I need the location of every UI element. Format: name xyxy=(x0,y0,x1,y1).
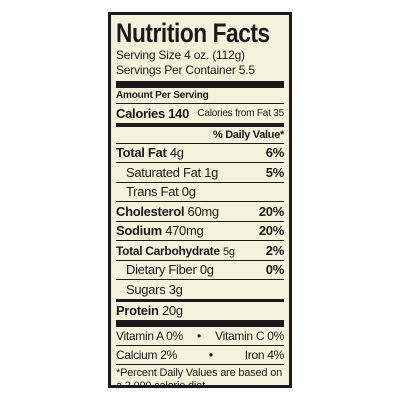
daily-value: 6% xyxy=(265,145,285,161)
title: Nutrition Facts xyxy=(116,18,270,48)
vitamin: Vitamin C 0% xyxy=(215,329,284,343)
daily-value: 20% xyxy=(258,223,284,239)
nutrient: Total Fat 4g xyxy=(116,145,184,160)
vitamin: Iron 4% xyxy=(244,348,285,362)
nutrient: Trans Fat 0g xyxy=(126,184,196,199)
vitamin: Calcium 2% xyxy=(116,348,178,362)
nutrient-list: Total Fat 4g 6% Saturated Fat 1g 5% Trans Fa… xyxy=(116,142,285,321)
daily-value: 5% xyxy=(265,164,285,180)
nutrient: Cholesterol 60mg xyxy=(116,204,219,219)
nutrient-row: Dietary Fiber 0g 0% xyxy=(116,259,285,280)
nutrient-name: Sodium xyxy=(116,223,162,239)
nutrient-name: Sugars xyxy=(126,281,166,297)
divider xyxy=(116,320,284,327)
amount-per-serving: Amount Per Serving xyxy=(116,90,209,101)
nutrient-name: Saturated Fat xyxy=(126,164,201,180)
divider xyxy=(116,81,284,88)
nutrient: Sodium 470mg xyxy=(116,223,204,239)
nutrient-amount: 4g xyxy=(169,145,184,161)
nutrient: Dietary Fiber 0g xyxy=(126,262,214,277)
nutrient-row: Protein 20g xyxy=(116,298,284,321)
nutrient-row: Sodium 470mg 20% xyxy=(116,220,284,241)
nutrition-label: Nutrition Facts Serving Size 4 oz. (112g… xyxy=(108,12,292,388)
nutrient-amount: 0g xyxy=(199,262,214,278)
nutrient: Total Carbohydrate 5g xyxy=(116,243,235,258)
servings-per-container: Servings Per Container 5.5 xyxy=(116,63,255,77)
nutrient-amount: 60mg xyxy=(187,203,220,219)
divider xyxy=(116,122,284,127)
vitamin-row: Vitamin A 0% • Vitamin C 0% xyxy=(116,327,284,345)
calories-row: Calories 140 Calories from Fat 35 xyxy=(116,103,284,123)
nutrient-name: Protein xyxy=(116,303,159,319)
vitamin: Vitamin A 0% xyxy=(116,329,183,343)
bullet: • xyxy=(197,329,201,343)
nutrient-row: Trans Fat 0g xyxy=(116,181,284,202)
amount-header: Amount Per Serving xyxy=(116,88,284,103)
nutrient-row: Total Carbohydrate 5g 2% xyxy=(116,240,284,260)
nutrient-name: Dietary Fiber xyxy=(126,262,197,278)
dv-header-row: % Daily Value* xyxy=(116,127,284,143)
nutrient: Saturated Fat 1g xyxy=(126,165,218,180)
daily-value: 2% xyxy=(265,242,285,258)
nutrient-name: Trans Fat xyxy=(126,184,179,200)
nutrient-amount: 0g xyxy=(181,184,196,200)
serving-size: Serving Size 4 oz. (112g) xyxy=(116,48,245,62)
daily-value: 0% xyxy=(265,262,285,278)
nutrient-amount: 5g xyxy=(223,245,235,258)
nutrient-row: Total Fat 4g 6% xyxy=(116,142,285,163)
nutrient-name: Cholesterol xyxy=(116,203,185,219)
nutrient-row: Sugars 3g xyxy=(116,279,284,299)
vitamin-row: Calcium 2% • Iron 4% xyxy=(116,345,284,364)
nutrient-amount: 470mg xyxy=(165,223,204,239)
nutrient-amount: 1g xyxy=(204,164,219,180)
nutrient: Sugars 3g xyxy=(126,282,183,297)
daily-value-header: % Daily Value* xyxy=(212,128,284,141)
nutrient-name: Total Fat xyxy=(116,145,167,161)
nutrient-amount: 20g xyxy=(162,303,183,319)
nutrient: Protein 20g xyxy=(116,303,183,318)
nutrient-row: Saturated Fat 1g 5% xyxy=(116,162,284,182)
footnote: *Percent Daily Values are based on a 2,0… xyxy=(116,364,284,385)
nutrient-amount: 3g xyxy=(168,281,183,297)
bullet: • xyxy=(208,348,213,362)
nutrient-row: Cholesterol 60mg 20% xyxy=(116,201,284,221)
nutrient-name: Total Carbohydrate xyxy=(116,243,220,258)
daily-value: 20% xyxy=(258,203,284,219)
calories-from-fat: Calories from Fat 35 xyxy=(197,107,284,119)
calories: Calories 140 xyxy=(116,105,190,121)
